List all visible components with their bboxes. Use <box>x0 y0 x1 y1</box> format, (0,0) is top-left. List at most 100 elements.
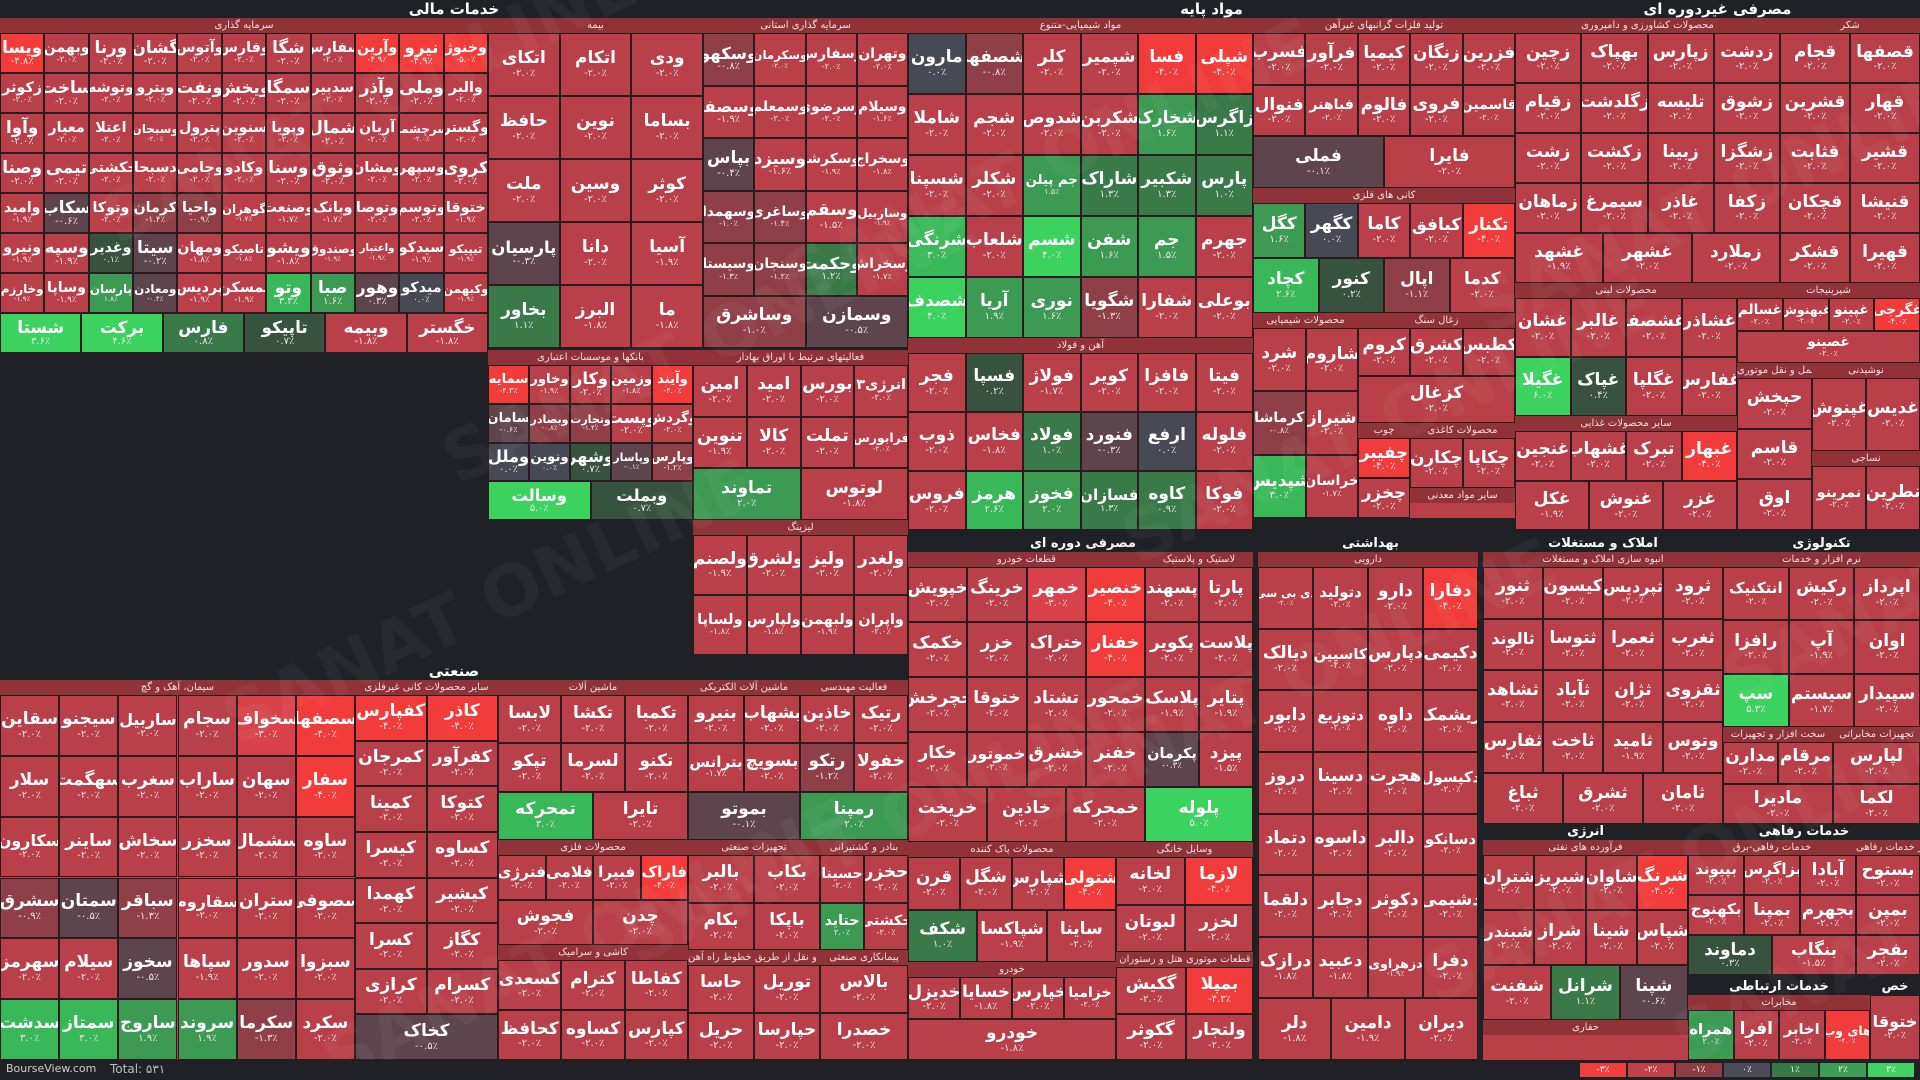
stock-tile[interactable]: دسبحا -۲.۰٪ <box>133 153 178 193</box>
stock-tile[interactable]: کرماشا -۰.۸٪ <box>1253 391 1306 455</box>
stock-tile[interactable]: فروی -۲.۰٪ <box>1410 84 1463 137</box>
stock-tile[interactable]: وسمعلم -۲.۰٪ <box>754 85 806 138</box>
stock-tile[interactable]: کپارس -۲.۰٪ <box>624 1010 688 1060</box>
stock-tile[interactable]: زدشت -۲.۰٪ <box>1713 33 1780 83</box>
stock-tile[interactable]: ثنور -۲.۰٪ <box>1483 567 1543 619</box>
stock-tile[interactable]: ثامید -۱.۹٪ <box>1603 721 1663 774</box>
stock-tile[interactable]: پلاسک -۱.۹٪ <box>1145 677 1199 732</box>
stock-tile[interactable]: درازک -۱.۸٪ <box>1258 936 1313 999</box>
stock-tile[interactable]: غشصفا-۲.۰٪ <box>1626 298 1682 357</box>
stock-tile[interactable]: فنوال -۲.۰٪ <box>1253 84 1306 137</box>
stock-tile[interactable]: کفپارس -۴.۰٪ <box>355 695 427 741</box>
stock-tile[interactable]: کسرا -۲.۰٪ <box>355 923 427 969</box>
stock-tile[interactable]: وحکمت۱.۲٪ <box>805 243 857 296</box>
stock-tile[interactable]: نمرینو -۲.۰٪ <box>1812 466 1866 530</box>
stock-tile[interactable]: ثاخت -۲.۰٪ <box>1543 721 1603 774</box>
stock-tile[interactable]: کخاک -۰.۵٪ <box>355 1014 498 1060</box>
stock-tile[interactable]: خزر -۲.۰٪ <box>967 622 1027 677</box>
stock-tile[interactable]: رمپنا ۲.۰٪ <box>800 791 908 840</box>
stock-tile[interactable]: کطبس -۲.۰٪ <box>1462 328 1515 376</box>
stock-tile[interactable]: شکلر -۲.۰٪ <box>965 155 1023 216</box>
stock-tile[interactable]: زماهان -۲.۰٪ <box>1515 183 1582 233</box>
stock-tile[interactable]: زچین -۲.۰٪ <box>1515 33 1582 83</box>
stock-tile[interactable]: پلوله ۵.۰٪ <box>1145 787 1253 842</box>
stock-tile[interactable]: دی بی سی -۲.۰٪ <box>1258 567 1313 629</box>
stock-tile[interactable]: گکوثر -۲.۰٪ <box>1116 1013 1186 1060</box>
stock-tile[interactable]: کگهر ۰.۰٪ <box>1305 203 1358 258</box>
stock-tile[interactable]: وسپه -۱.۹٪ <box>44 233 89 273</box>
stock-tile[interactable]: دلر -۱.۸٪ <box>1258 998 1332 1060</box>
stock-tile[interactable]: غنجین -۲.۰٪ <box>1515 431 1571 481</box>
stock-tile[interactable]: انرژی۳ -۲.۰٪ <box>854 365 908 417</box>
stock-tile[interactable]: وسنا -۲.۰٪ <box>266 153 311 193</box>
stock-tile[interactable]: خفولا -۲.۰٪ <box>854 743 908 792</box>
stock-tile[interactable]: سامان -۰.۶٪ <box>488 403 529 443</box>
stock-tile[interactable]: سپیدار -۲.۰٪ <box>1854 673 1920 727</box>
stock-tile[interactable]: غفارس-۲.۰٪ <box>1681 357 1737 416</box>
stock-tile[interactable]: پارسان ۱.۸٪ <box>88 273 134 313</box>
stock-tile[interactable]: وکادو -۲.۰٪ <box>221 153 267 193</box>
stock-tile[interactable]: شفنت -۲.۰٪ <box>1483 965 1552 1020</box>
stock-tile[interactable]: وآرین -۴.۹٪ <box>354 33 400 73</box>
stock-tile[interactable]: زشت -۲.۰٪ <box>1515 133 1582 183</box>
stock-tile[interactable]: تنوین -۱.۹٪ <box>693 416 747 469</box>
stock-tile[interactable]: پارتا -۲.۰٪ <box>1199 567 1253 622</box>
stock-tile[interactable]: شتران -۲.۰٪ <box>1483 855 1535 910</box>
stock-tile[interactable]: لپارس -۲.۰٪ <box>1833 742 1920 784</box>
stock-tile[interactable]: ساینا -۲.۰٪ <box>1046 909 1116 962</box>
stock-tile[interactable]: کاما -۲.۰٪ <box>1357 203 1411 258</box>
stock-tile[interactable]: پردیس -۱.۹٪ <box>177 273 222 313</box>
stock-tile[interactable]: حسینا -۲.۰٪ <box>820 855 864 903</box>
stock-tile[interactable]: وپاسار -۰.۱٪ <box>611 442 652 482</box>
stock-tile[interactable]: چفیبر -۴.۰٪ <box>1358 438 1410 478</box>
stock-tile[interactable]: فافزا -۲.۰٪ <box>1138 353 1196 412</box>
stock-tile[interactable]: وآیند -۴.۰٪ <box>652 365 693 404</box>
stock-tile[interactable]: خمحرکه -۲.۰٪ <box>1066 787 1145 842</box>
stock-tile[interactable]: غپنوش -۲.۰٪ <box>1812 378 1866 451</box>
stock-tile[interactable]: شدوص -۲.۰٪ <box>1023 94 1081 155</box>
stock-tile[interactable]: دکیمی -۲.۰٪ <box>1423 628 1478 691</box>
stock-tile[interactable]: خموتور -۲.۰٪ <box>967 732 1027 787</box>
stock-tile[interactable]: خشرق -۲.۰٪ <box>1026 732 1086 787</box>
stock-tile[interactable]: سخزر -۲.۰٪ <box>177 816 237 878</box>
stock-tile[interactable]: ثشرق -۲.۰٪ <box>1563 773 1643 825</box>
stock-tile[interactable]: وثوق -۲.۰٪ <box>310 153 355 193</box>
stock-tile[interactable]: شفارا -۲.۰٪ <box>1138 277 1196 338</box>
stock-tile[interactable]: فرابورس -۲.۰٪ <box>854 416 908 469</box>
stock-tile[interactable]: ونفت -۲.۰٪ <box>177 73 222 113</box>
stock-tile[interactable]: فملی -۰.۱٪ <box>1253 136 1384 188</box>
stock-tile[interactable]: وآذر -۲.۰٪ <box>354 73 400 113</box>
stock-tile[interactable]: قهیرا -۲.۰٪ <box>1850 233 1920 283</box>
stock-tile[interactable]: وساشرق -۱.۰٪ <box>703 295 806 348</box>
stock-tile[interactable]: سپاها -۱.۹٪ <box>177 938 237 1000</box>
stock-tile[interactable]: وتوکا -۲.۰٪ <box>88 193 134 233</box>
stock-tile[interactable]: وجامی -۲.۰٪ <box>177 153 222 193</box>
stock-tile[interactable]: وخنوژ -۵.۰٪ <box>443 33 488 73</box>
stock-tile[interactable]: حکشتی-۲.۰٪ <box>88 153 134 193</box>
stock-tile[interactable]: ساینر -۲.۰٪ <box>59 816 119 878</box>
stock-tile[interactable]: شپاس -۲.۰٪ <box>1636 910 1688 965</box>
stock-tile[interactable]: لخزر -۲.۰٪ <box>1184 904 1253 952</box>
stock-tile[interactable]: خگستر -۱.۸٪ <box>406 313 488 353</box>
stock-tile[interactable]: دزهراوی -۱.۹٪ <box>1368 936 1423 999</box>
stock-tile[interactable]: رکیش -۲.۰٪ <box>1788 567 1855 621</box>
stock-tile[interactable]: فوکا -۲.۰٪ <box>1195 471 1253 530</box>
stock-tile[interactable]: وتوس -۲.۰٪ <box>1663 721 1723 774</box>
stock-tile[interactable]: افرا -۲.۰٪ <box>1733 1010 1779 1060</box>
stock-tile[interactable]: ارفع ۰.۰٪ <box>1138 412 1196 471</box>
stock-tile[interactable]: غگلپا -۲.۰٪ <box>1626 357 1682 416</box>
stock-tile[interactable]: وبیمه -۱.۸٪ <box>325 313 407 353</box>
stock-tile[interactable]: شبریز -۲.۰٪ <box>1534 855 1586 910</box>
stock-tile[interactable]: وملی -۲.۰٪ <box>399 73 444 113</box>
stock-tile[interactable]: فخاس -۱.۸٪ <box>965 412 1023 471</box>
stock-tile[interactable]: بکاب -۲.۰٪ <box>754 855 820 903</box>
stock-tile[interactable]: خفنار -۴.۰٪ <box>1085 622 1145 677</box>
stock-tile[interactable]: ولتجار -۲.۰٪ <box>1186 1013 1253 1060</box>
stock-tile[interactable]: خراسان -۱.۷٪ <box>1305 454 1358 518</box>
stock-tile[interactable]: غگیلا ۶.۰٪ <box>1515 357 1571 416</box>
stock-tile[interactable]: بموتو -۰.۱٪ <box>688 791 800 840</box>
stock-tile[interactable]: دکپسول -۲.۰٪ <box>1423 751 1478 814</box>
stock-tile[interactable]: غزر -۲.۰٪ <box>1663 480 1737 530</box>
stock-tile[interactable]: وپارس -۱.۲٪ <box>652 442 693 482</box>
stock-tile[interactable]: بمپنا -۲.۰٪ <box>1744 895 1800 935</box>
